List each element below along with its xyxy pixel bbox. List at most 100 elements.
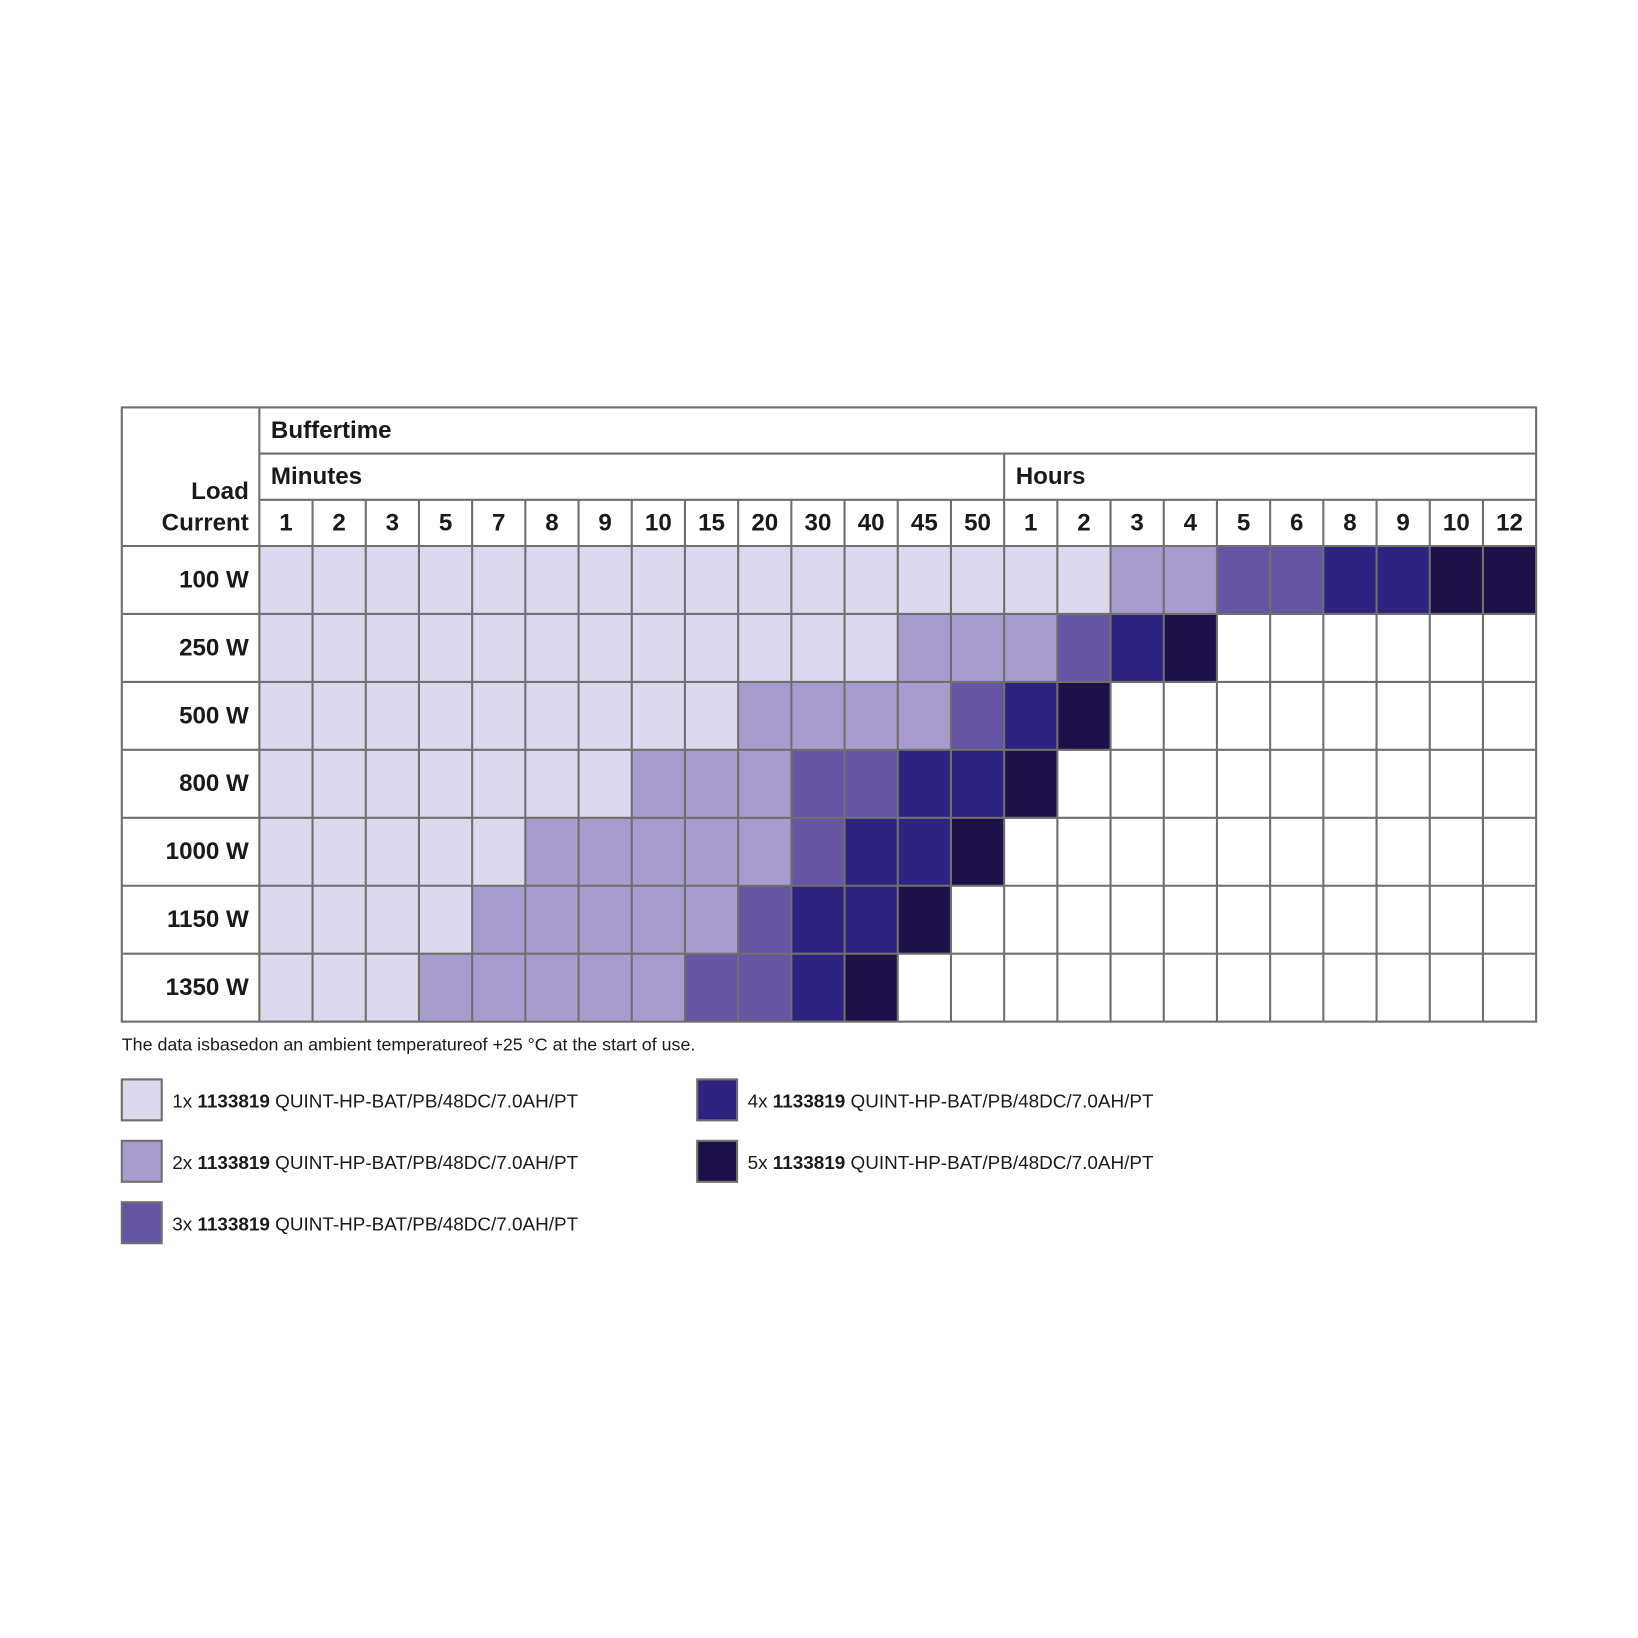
cell: [1163, 681, 1217, 750]
cell: [1216, 885, 1271, 954]
cell: [1057, 546, 1111, 614]
cell: [1216, 817, 1271, 886]
cell: [1216, 681, 1271, 750]
cell: [1376, 885, 1430, 954]
cell: [312, 613, 366, 682]
cell: [1057, 953, 1111, 1022]
cell: [1163, 817, 1217, 886]
cell: [525, 817, 579, 886]
corner-header: Current: [162, 509, 249, 536]
cell: [1323, 613, 1377, 682]
cell: [1429, 749, 1483, 818]
cell: [1110, 817, 1164, 886]
column-header: 50: [964, 509, 991, 536]
cell: [844, 613, 898, 682]
cell: [1163, 953, 1217, 1022]
cell: [259, 546, 313, 614]
cell: [418, 885, 473, 954]
cell: [684, 546, 739, 614]
cell: [950, 817, 1005, 886]
legend-swatch: [696, 1078, 739, 1122]
cell: [897, 681, 951, 750]
cell: [950, 885, 1005, 954]
cell: [950, 749, 1005, 818]
cell: [472, 885, 526, 954]
cell: [578, 546, 632, 614]
cell: [791, 817, 845, 886]
cell: [1323, 885, 1377, 954]
cell: [738, 546, 792, 614]
column-header: 10: [1443, 509, 1470, 536]
cell: [1270, 749, 1324, 818]
cell: [897, 546, 951, 614]
column-header: 6: [1290, 509, 1303, 536]
column-header: 4: [1184, 509, 1198, 536]
legend-product: QUINT-HP-BAT/PB/48DC/7.0AH/PT: [851, 1092, 1154, 1113]
legend-swatch: [120, 1139, 163, 1183]
cell: [312, 885, 366, 954]
legend-code: 1133819: [773, 1153, 845, 1174]
cell: [1057, 817, 1111, 886]
cell: [1429, 817, 1483, 886]
cell: [1376, 953, 1430, 1022]
cell: [1429, 681, 1483, 750]
cell: [791, 749, 845, 818]
legend-count: 2x: [172, 1153, 193, 1174]
cell: [631, 546, 685, 614]
row-label: 1350 W: [166, 974, 249, 1001]
cell: [1429, 885, 1483, 954]
cell: [1270, 613, 1324, 682]
cell: [1482, 546, 1537, 614]
cell: [365, 613, 419, 682]
column-header: 8: [1343, 509, 1356, 536]
cell: [578, 817, 632, 886]
cell: [1110, 681, 1164, 750]
legend-swatch: [120, 1078, 163, 1122]
cell: [525, 613, 579, 682]
cell: [1482, 953, 1537, 1022]
cell: [365, 885, 419, 954]
column-header: 1: [1024, 509, 1037, 536]
cell: [259, 953, 313, 1022]
row-label: 800 W: [179, 770, 249, 797]
column-header: 1: [279, 509, 292, 536]
cell: [1323, 681, 1377, 750]
cell: [631, 953, 685, 1022]
cell: [418, 613, 473, 682]
column-header: 7: [492, 509, 505, 536]
cell: [1482, 885, 1537, 954]
cell: [684, 749, 739, 818]
cell: [844, 817, 898, 886]
cell: [1270, 953, 1324, 1022]
cell: [738, 749, 792, 818]
cell: [791, 613, 845, 682]
cell: [791, 953, 845, 1022]
cell: [312, 546, 366, 614]
cell: [1429, 613, 1483, 682]
cell: [312, 681, 366, 750]
legend-label: 4x 1133819 QUINT-HP-BAT/PB/48DC/7.0AH/PT: [748, 1092, 1154, 1113]
cell: [418, 749, 473, 818]
column-header: 9: [598, 509, 611, 536]
cell: [1163, 749, 1217, 818]
cell: [631, 749, 685, 818]
column-header: 3: [1130, 509, 1143, 536]
row-label: 500 W: [179, 702, 249, 729]
cell: [1482, 749, 1537, 818]
cell: [1270, 546, 1324, 614]
column-header: 12: [1496, 509, 1523, 536]
row-label: 1150 W: [167, 906, 249, 933]
cell: [525, 546, 579, 614]
cell: [631, 681, 685, 750]
cell: [1004, 546, 1058, 614]
legend-product: QUINT-HP-BAT/PB/48DC/7.0AH/PT: [851, 1153, 1154, 1174]
cell: [525, 749, 579, 818]
row-label: 1000 W: [166, 838, 249, 865]
cell: [950, 681, 1005, 750]
cell: [578, 613, 632, 682]
cell: [1482, 613, 1537, 682]
cell: [259, 681, 313, 750]
group-header: Hours: [1016, 463, 1086, 490]
cell: [1270, 817, 1324, 886]
column-header: 45: [911, 509, 938, 536]
